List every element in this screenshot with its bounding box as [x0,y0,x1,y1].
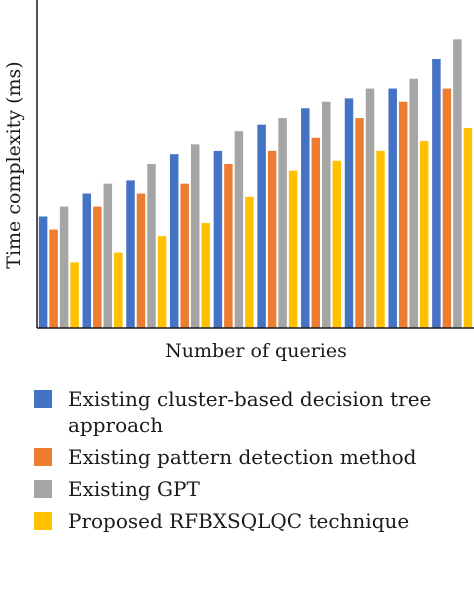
legend-swatch-pattern [34,448,52,466]
bar-pattern-5 [224,164,233,328]
bar-cluster-10 [432,59,441,328]
bar-cluster-6 [257,124,266,328]
bar-pattern-4 [180,183,189,328]
bar-proposed-7 [332,160,342,328]
bar-pattern-1 [49,229,58,328]
bar-pattern-10 [442,88,452,328]
bar-pattern-7 [311,137,321,328]
bar-proposed-8 [376,150,385,328]
legend-label-pattern: Existing pattern detection method [68,445,417,469]
bar-proposed-10 [463,127,473,328]
legend-label-cluster: Existing cluster-based decision tree app… [68,387,432,437]
legend: Existing cluster-based decision tree app… [34,386,464,540]
legend-item-gpt: Existing GPT [34,476,464,502]
bar-gpt-7 [322,101,331,329]
bar-proposed-2 [114,252,123,328]
legend-swatch-proposed [34,512,52,530]
bar-gpt-5 [234,131,244,328]
bar-cluster-1 [38,216,48,328]
legend-item-proposed: Proposed RFBXSQLQC technique [34,508,464,534]
bar-gpt-8 [365,88,375,328]
bar-cluster-7 [301,108,310,329]
bar-pattern-3 [136,193,146,328]
bar-cluster-9 [388,88,397,328]
bar-gpt-2 [103,183,113,328]
chart: Time complexity (ms) Number of queries [3,0,474,362]
x-axis-label: Number of queries [165,340,347,362]
bar-proposed-4 [201,223,210,328]
bar-gpt-6 [278,118,287,328]
bar-pattern-6 [267,150,277,328]
bar-proposed-5 [245,196,254,328]
legend-label-gpt: Existing GPT [68,477,200,501]
bar-proposed-1 [70,262,79,328]
bar-gpt-1 [59,206,69,328]
bar-pattern-2 [93,206,102,328]
bar-cluster-3 [126,180,135,328]
bar-proposed-3 [157,236,167,328]
bar-gpt-10 [453,39,462,329]
bar-cluster-4 [169,154,179,328]
legend-item-pattern: Existing pattern detection method [34,444,464,470]
legend-swatch-gpt [34,480,52,498]
bar-cluster-2 [82,193,92,328]
y-axis-label: Time complexity (ms) [3,61,25,268]
bar-cluster-8 [344,98,354,329]
bar-pattern-9 [398,101,408,329]
legend-item-cluster: Existing cluster-based decision tree app… [34,386,464,438]
bar-gpt-3 [147,164,156,328]
bar-proposed-9 [419,141,429,328]
bar-gpt-4 [190,144,200,328]
bar-gpt-9 [409,78,418,328]
bars-group [38,39,473,329]
bar-proposed-6 [288,170,298,328]
legend-swatch-cluster [34,390,52,408]
bar-cluster-5 [213,150,223,328]
legend-label-proposed: Proposed RFBXSQLQC technique [68,509,410,533]
bar-pattern-8 [355,118,364,328]
